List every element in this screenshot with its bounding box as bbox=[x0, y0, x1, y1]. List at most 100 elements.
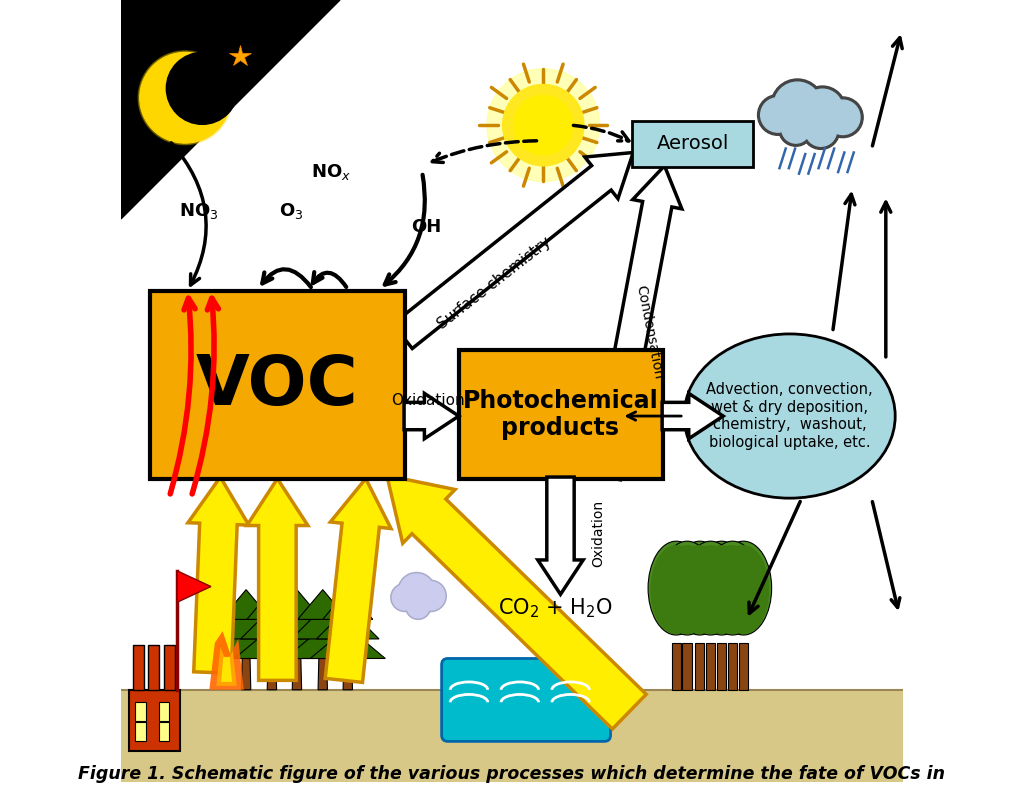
Text: Advection, convection,
wet & dry deposition,
chemistry,  washout,
biological upt: Advection, convection, wet & dry deposit… bbox=[707, 382, 872, 450]
FancyArrow shape bbox=[393, 152, 633, 349]
Circle shape bbox=[391, 583, 419, 612]
Polygon shape bbox=[682, 643, 692, 690]
Text: Photochemical
products: Photochemical products bbox=[463, 389, 658, 440]
Polygon shape bbox=[234, 627, 309, 659]
Polygon shape bbox=[343, 659, 352, 690]
Text: NO$_3$: NO$_3$ bbox=[179, 201, 219, 221]
Text: CO$_2$ + H$_2$O: CO$_2$ + H$_2$O bbox=[498, 597, 612, 620]
Circle shape bbox=[139, 53, 230, 143]
Ellipse shape bbox=[684, 334, 895, 498]
Polygon shape bbox=[209, 631, 244, 690]
Polygon shape bbox=[177, 571, 211, 602]
Circle shape bbox=[771, 79, 824, 132]
Circle shape bbox=[805, 115, 837, 146]
Circle shape bbox=[503, 85, 584, 166]
Polygon shape bbox=[241, 608, 303, 639]
Circle shape bbox=[825, 100, 860, 134]
Polygon shape bbox=[221, 657, 232, 682]
Ellipse shape bbox=[648, 541, 705, 635]
Polygon shape bbox=[221, 590, 271, 619]
Ellipse shape bbox=[716, 541, 772, 635]
FancyArrow shape bbox=[326, 479, 391, 682]
Polygon shape bbox=[272, 590, 322, 619]
Circle shape bbox=[822, 97, 863, 137]
Circle shape bbox=[397, 572, 435, 610]
Text: Surface chemistry: Surface chemistry bbox=[435, 234, 554, 332]
Polygon shape bbox=[159, 722, 169, 740]
Circle shape bbox=[802, 111, 840, 149]
Polygon shape bbox=[159, 703, 169, 721]
FancyArrow shape bbox=[247, 479, 308, 681]
FancyBboxPatch shape bbox=[121, 690, 903, 782]
Text: Oxidation: Oxidation bbox=[391, 393, 465, 408]
Polygon shape bbox=[310, 627, 385, 659]
Circle shape bbox=[761, 98, 795, 132]
Ellipse shape bbox=[707, 545, 759, 634]
Text: VOC: VOC bbox=[196, 352, 358, 419]
Polygon shape bbox=[717, 643, 726, 690]
Polygon shape bbox=[215, 608, 278, 639]
Circle shape bbox=[758, 95, 799, 135]
Polygon shape bbox=[316, 608, 379, 639]
Circle shape bbox=[392, 585, 418, 610]
Polygon shape bbox=[135, 722, 146, 740]
Polygon shape bbox=[135, 703, 146, 721]
Polygon shape bbox=[298, 590, 348, 619]
Text: Aerosol: Aerosol bbox=[656, 134, 729, 153]
Polygon shape bbox=[292, 659, 302, 690]
Ellipse shape bbox=[659, 541, 716, 635]
Polygon shape bbox=[247, 590, 297, 619]
FancyBboxPatch shape bbox=[441, 659, 610, 741]
Ellipse shape bbox=[672, 541, 728, 635]
Polygon shape bbox=[695, 643, 705, 690]
Polygon shape bbox=[286, 627, 360, 659]
Ellipse shape bbox=[650, 545, 702, 634]
Circle shape bbox=[415, 580, 446, 612]
Polygon shape bbox=[265, 608, 329, 639]
FancyArrow shape bbox=[538, 477, 583, 594]
Ellipse shape bbox=[705, 541, 761, 635]
Circle shape bbox=[799, 86, 846, 133]
Ellipse shape bbox=[674, 545, 725, 634]
Text: Oxidation: Oxidation bbox=[591, 500, 605, 567]
Polygon shape bbox=[706, 643, 716, 690]
Polygon shape bbox=[672, 643, 681, 690]
Ellipse shape bbox=[718, 545, 769, 634]
Circle shape bbox=[138, 51, 232, 144]
Circle shape bbox=[487, 69, 600, 181]
Polygon shape bbox=[121, 0, 340, 219]
Circle shape bbox=[399, 574, 434, 608]
Circle shape bbox=[408, 596, 429, 618]
Ellipse shape bbox=[662, 545, 713, 634]
FancyBboxPatch shape bbox=[633, 121, 753, 166]
Circle shape bbox=[774, 82, 821, 129]
FancyBboxPatch shape bbox=[150, 291, 404, 480]
Polygon shape bbox=[318, 659, 328, 690]
Polygon shape bbox=[209, 627, 284, 659]
Circle shape bbox=[166, 53, 239, 124]
Polygon shape bbox=[728, 643, 737, 690]
FancyArrow shape bbox=[188, 477, 249, 674]
Ellipse shape bbox=[695, 545, 748, 634]
Polygon shape bbox=[267, 659, 276, 690]
FancyArrow shape bbox=[387, 476, 646, 729]
Circle shape bbox=[778, 111, 813, 146]
Ellipse shape bbox=[693, 541, 750, 635]
Circle shape bbox=[417, 582, 444, 610]
Ellipse shape bbox=[682, 541, 738, 635]
Circle shape bbox=[781, 115, 810, 143]
Polygon shape bbox=[133, 645, 143, 690]
FancyArrow shape bbox=[591, 166, 682, 480]
Text: Figure 1. Schematic figure of the various processes which determine the fate of : Figure 1. Schematic figure of the variou… bbox=[79, 765, 945, 783]
Text: O$_3$: O$_3$ bbox=[280, 201, 304, 221]
FancyArrow shape bbox=[404, 393, 459, 439]
Polygon shape bbox=[242, 659, 251, 690]
Polygon shape bbox=[292, 608, 354, 639]
Polygon shape bbox=[129, 690, 179, 750]
Circle shape bbox=[802, 89, 843, 130]
Polygon shape bbox=[738, 643, 749, 690]
Text: NO$_x$: NO$_x$ bbox=[310, 162, 350, 182]
FancyArrow shape bbox=[663, 393, 723, 439]
Ellipse shape bbox=[685, 545, 736, 634]
Circle shape bbox=[514, 96, 573, 155]
